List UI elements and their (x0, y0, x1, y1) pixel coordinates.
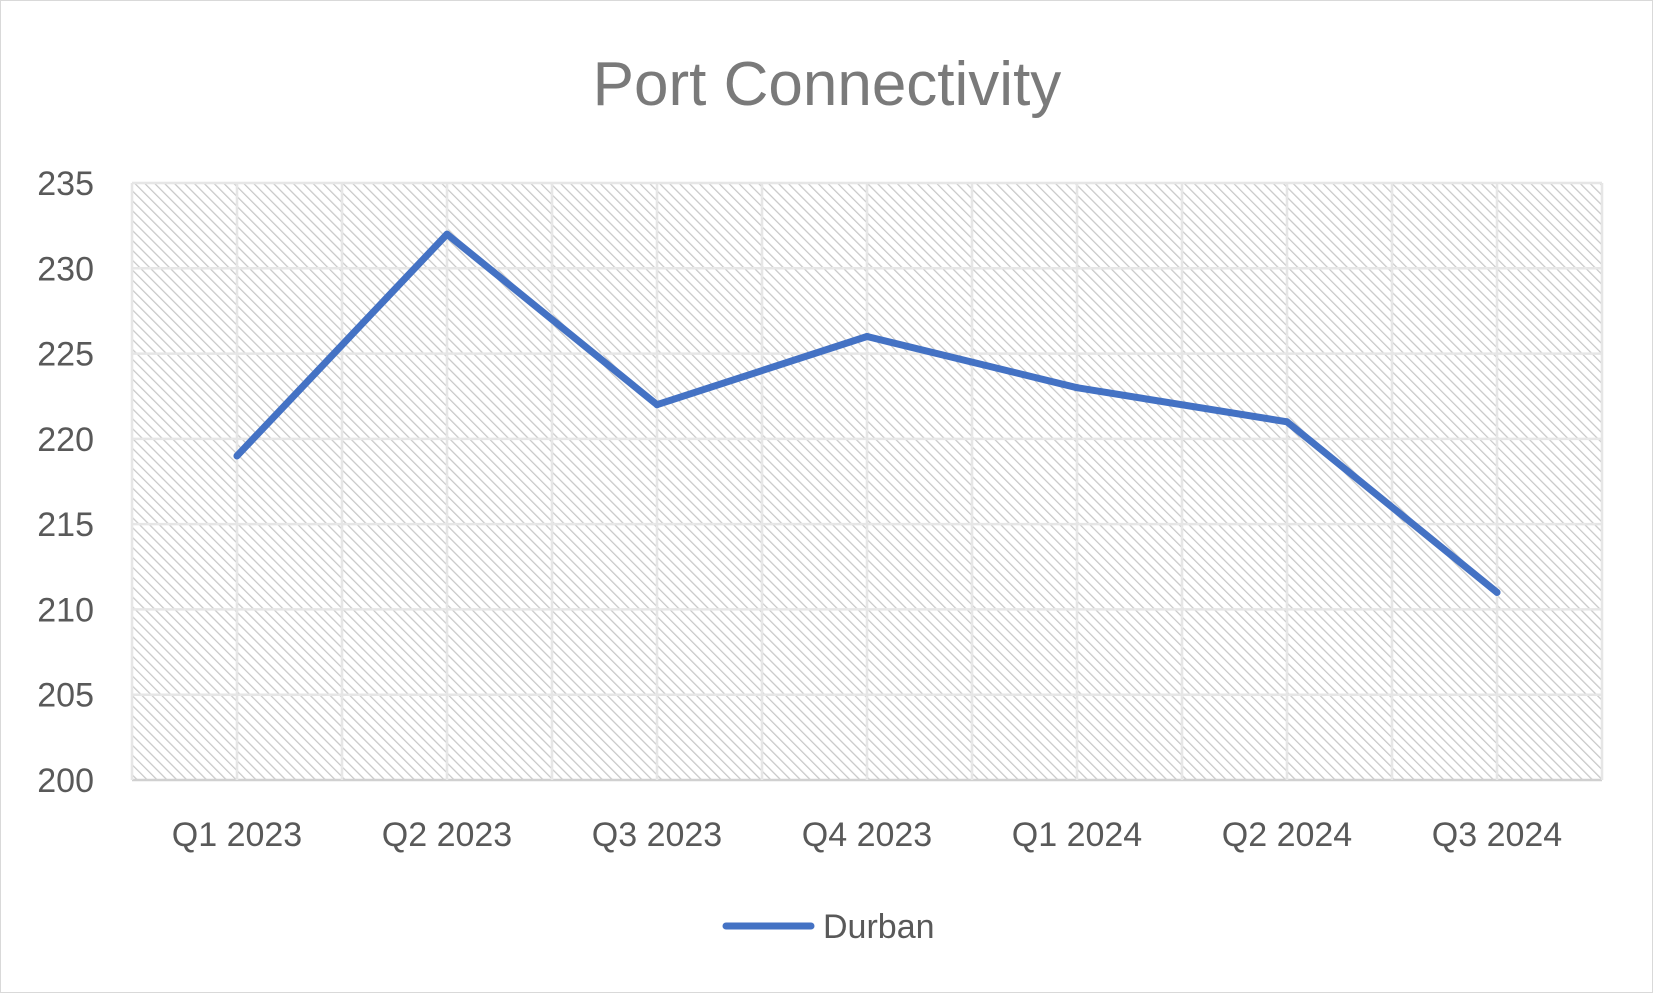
x-tick-label: Q3 2023 (592, 816, 722, 854)
y-tick-label: 235 (37, 165, 94, 203)
x-tick-label: Q4 2023 (802, 816, 932, 854)
x-tick-label: Q2 2023 (382, 816, 512, 854)
y-tick-label: 225 (37, 336, 94, 374)
data-point (1073, 384, 1081, 392)
series-layer (233, 230, 1501, 596)
y-axis-tick-labels: 200 205 210 215 220 225 230 235 (37, 165, 94, 800)
x-tick-label: Q3 2024 (1432, 816, 1562, 854)
vertical-gridlines (130, 183, 1604, 780)
x-axis-tick-labels: Q1 2023 Q2 2023 Q3 2023 Q4 2023 Q1 2024 Q2 20… (172, 816, 1562, 854)
chart-title: Port Connectivity (593, 50, 1062, 119)
legend-label-durban: Durban (823, 908, 935, 946)
data-point (653, 401, 661, 409)
data-point (233, 452, 241, 460)
y-tick-label: 200 (37, 762, 94, 800)
data-point (1283, 418, 1291, 426)
y-tick-label: 205 (37, 677, 94, 715)
x-tick-label: Q2 2024 (1222, 816, 1352, 854)
y-tick-label: 220 (37, 421, 94, 459)
data-point (443, 230, 451, 238)
legend: Durban (722, 908, 935, 946)
data-point (863, 333, 871, 341)
x-tick-label: Q1 2024 (1012, 816, 1142, 854)
y-tick-label: 230 (37, 250, 94, 288)
y-tick-label: 215 (37, 506, 94, 544)
x-tick-label: Q1 2023 (172, 816, 302, 854)
data-point (1493, 588, 1501, 596)
y-tick-label: 210 (37, 591, 94, 629)
